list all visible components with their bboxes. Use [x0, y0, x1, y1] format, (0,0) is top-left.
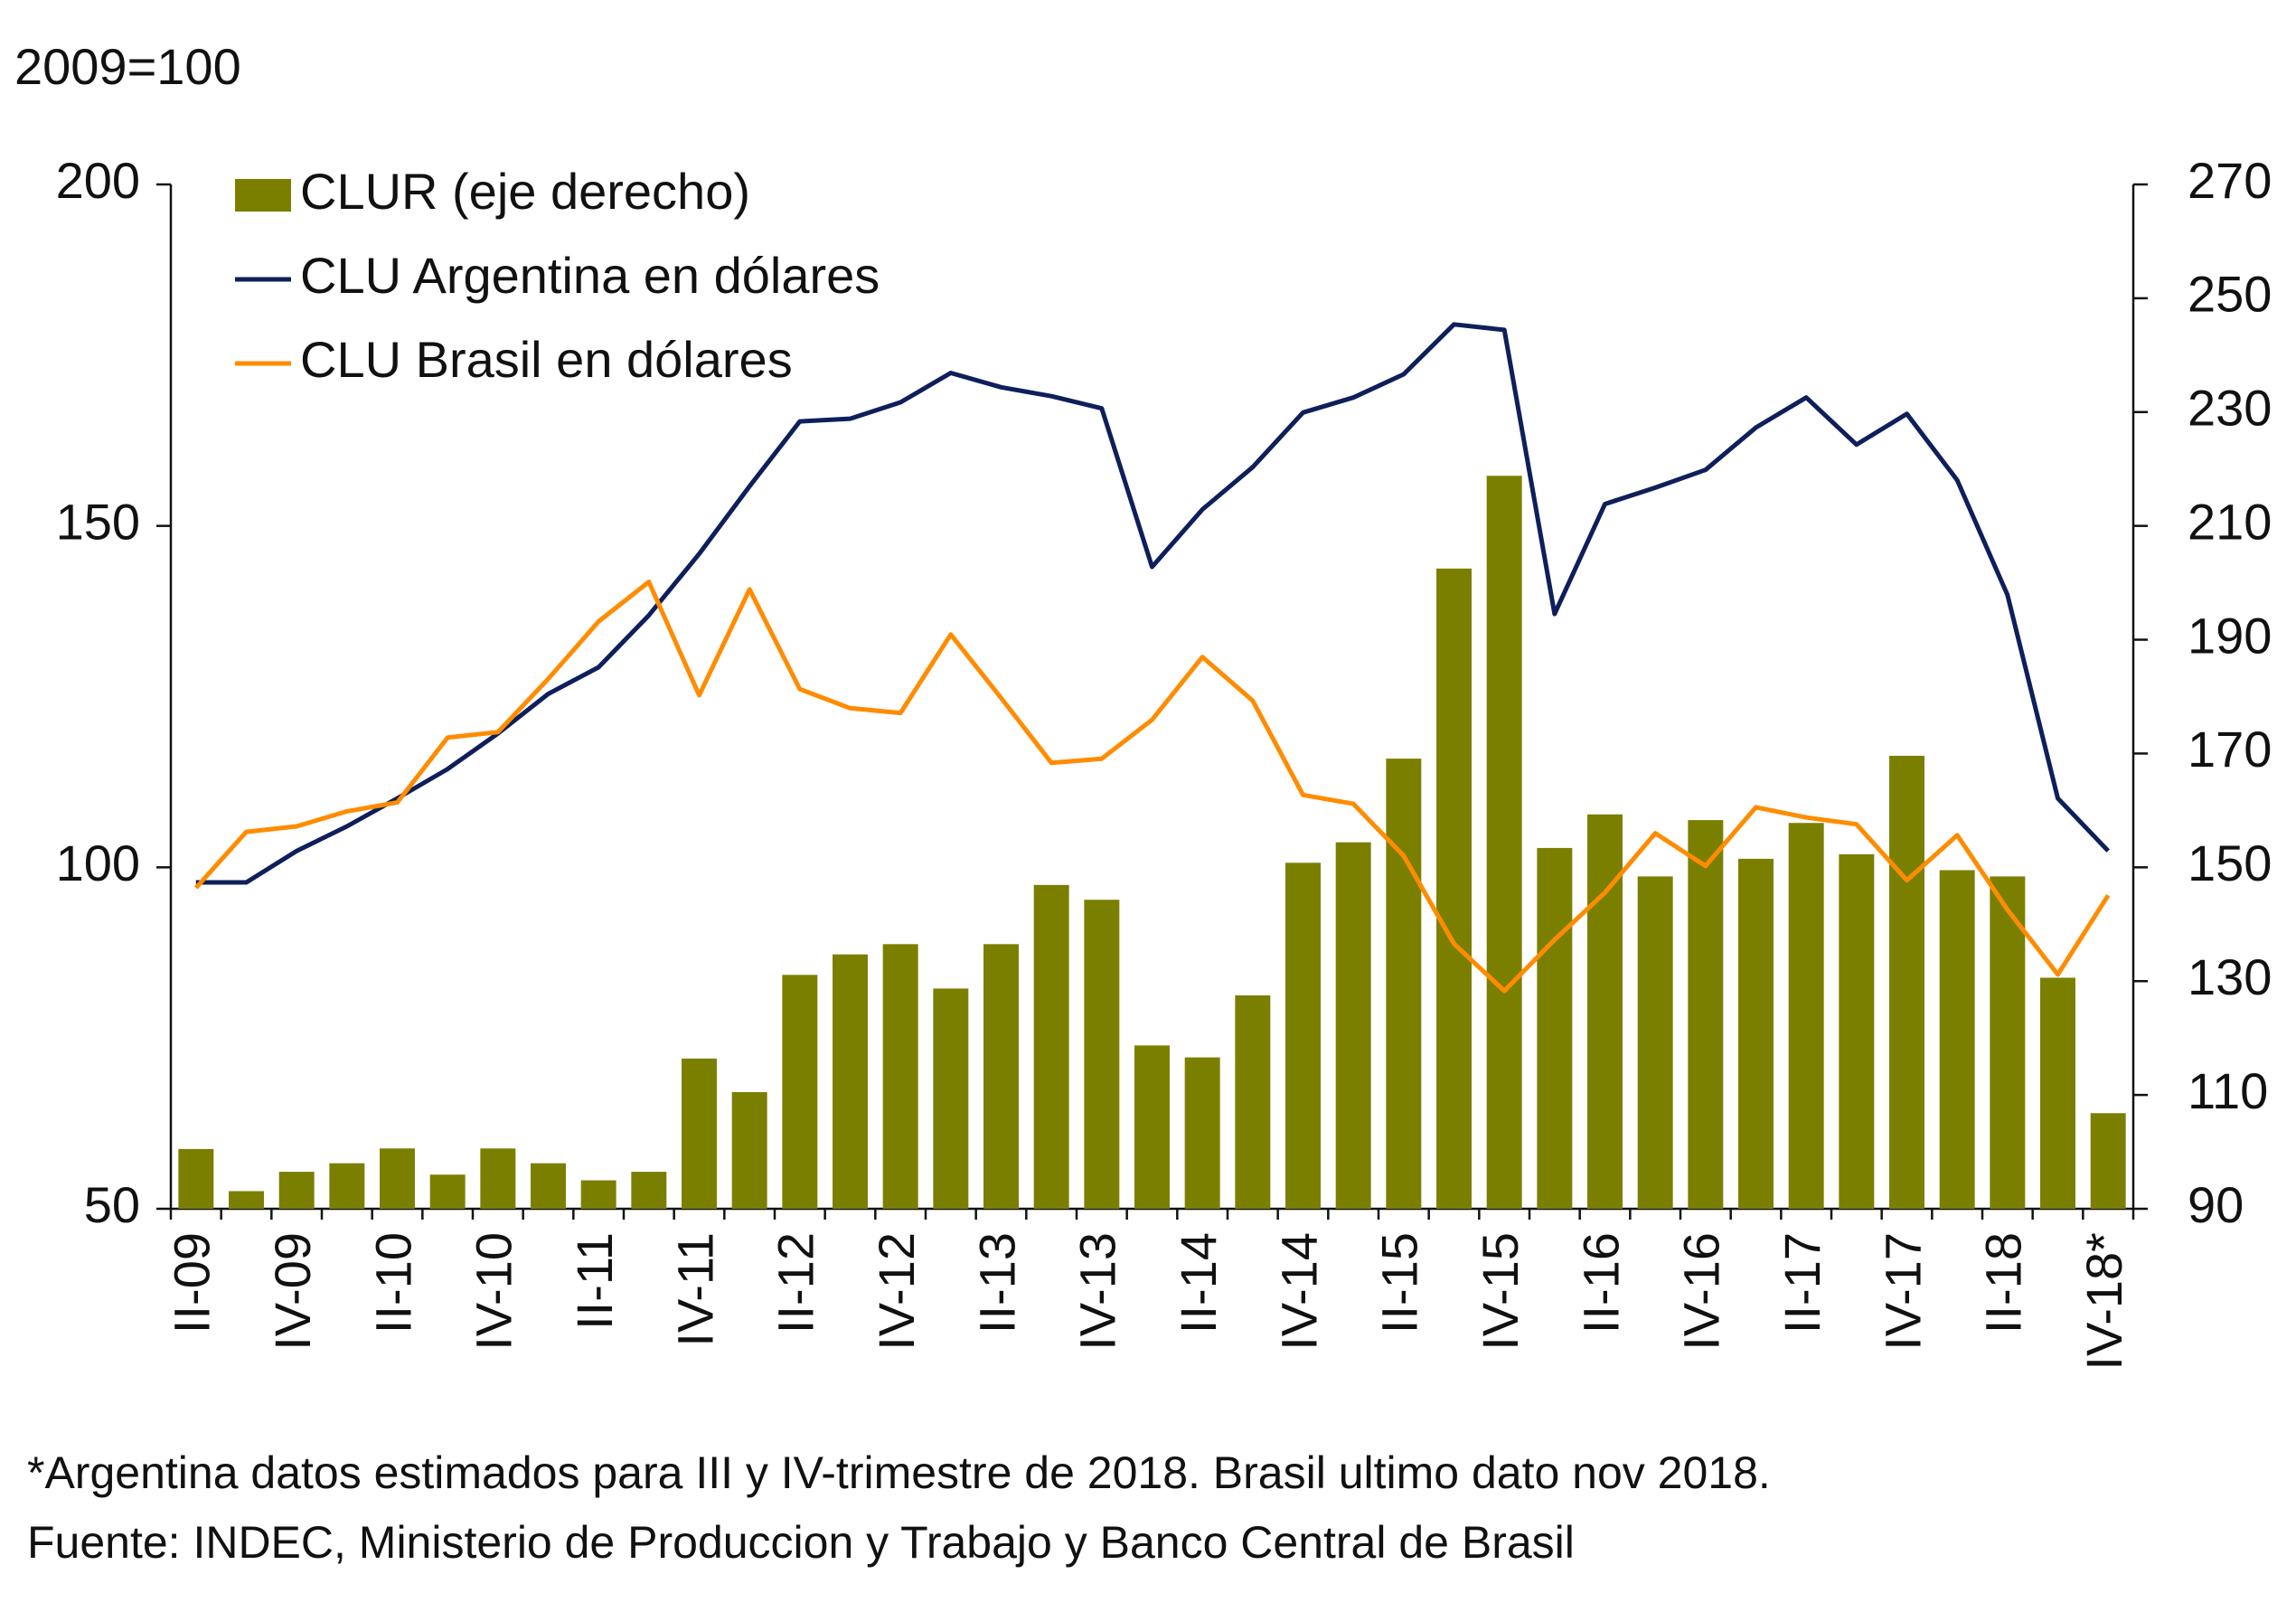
bar — [580, 1180, 616, 1209]
y-tick-label: 200 — [56, 152, 140, 209]
y2-tick-label: 130 — [2188, 948, 2272, 1005]
x-tick-label: II-15 — [1371, 1232, 1428, 1334]
y-unit: 2009=100 — [14, 38, 241, 95]
bar — [1788, 823, 1824, 1209]
y2-tick-label: 170 — [2188, 721, 2272, 778]
bar — [1285, 863, 1321, 1209]
x-tick-label: II-12 — [767, 1232, 824, 1334]
x-tick-label: IV-10 — [466, 1232, 522, 1351]
bar — [1587, 814, 1623, 1209]
bar — [782, 975, 818, 1209]
y2-tick-label: 110 — [2188, 1062, 2268, 1119]
x-tick-label: IV-18* — [2075, 1232, 2132, 1371]
bar — [1436, 568, 1472, 1209]
y-tick-label: 50 — [84, 1176, 140, 1233]
bar — [329, 1163, 365, 1209]
bar — [1889, 755, 1924, 1209]
bar — [833, 954, 868, 1209]
bar — [731, 1091, 767, 1209]
bar — [1235, 995, 1271, 1209]
x-tick-label: II-14 — [1170, 1232, 1227, 1334]
x-tick-label: II-16 — [1572, 1232, 1629, 1334]
bar — [882, 944, 918, 1209]
y2-tick-label: 250 — [2188, 266, 2272, 323]
x-tick-label: IV-12 — [868, 1232, 925, 1351]
legend-label: CLUR (eje derecho) — [300, 163, 750, 220]
bar — [2090, 1113, 2126, 1209]
x-tick-label: IV-11 — [666, 1232, 723, 1347]
bar — [1738, 858, 1774, 1209]
bar — [1033, 884, 1069, 1209]
x-tick-label: II-18 — [1975, 1232, 2032, 1334]
x-tick-label: IV-14 — [1270, 1232, 1327, 1351]
y2-tick-label: 190 — [2188, 607, 2272, 664]
y2-tick-label: 270 — [2188, 152, 2272, 209]
bar — [229, 1191, 264, 1209]
bar — [429, 1174, 466, 1209]
bar — [1335, 842, 1371, 1209]
bar — [1688, 820, 1724, 1209]
y-tick-label: 100 — [56, 834, 140, 891]
bar — [682, 1058, 717, 1209]
bar — [480, 1148, 516, 1209]
x-tick-label: II-09 — [164, 1232, 221, 1334]
bar — [1184, 1057, 1220, 1209]
x-tick-label: II-10 — [364, 1232, 421, 1334]
bar — [1486, 476, 1522, 1209]
bar — [1386, 759, 1422, 1209]
bar — [1939, 870, 1975, 1209]
bar — [1537, 847, 1573, 1209]
line — [193, 580, 2111, 994]
bar — [631, 1172, 667, 1209]
note: *Argentina datos estimados para III y IV… — [27, 1447, 1771, 1498]
y2-tick-label: 90 — [2188, 1176, 2244, 1233]
bar — [1084, 900, 1120, 1209]
y2-tick-label: 210 — [2188, 493, 2272, 550]
x-tick-label: IV-17 — [1874, 1232, 1931, 1351]
bar — [1839, 853, 1875, 1209]
y2-tick-label: 230 — [2188, 380, 2272, 437]
y-tick-label: 150 — [56, 493, 140, 550]
legend-swatch — [235, 179, 291, 212]
x-tick-label: IV-13 — [1069, 1232, 1126, 1351]
bar — [531, 1163, 566, 1209]
legend-label: CLU Argentina en dólares — [300, 247, 880, 304]
line — [195, 322, 2111, 885]
bar — [983, 944, 1019, 1209]
x-tick-label: II-11 — [566, 1232, 623, 1330]
legend-label: CLU Brasil en dólares — [300, 331, 793, 388]
bar — [933, 988, 969, 1209]
bar — [2040, 977, 2075, 1209]
x-tick-label: IV-15 — [1472, 1232, 1529, 1351]
x-tick-label: IV-09 — [264, 1232, 321, 1351]
y2-tick-label: 150 — [2188, 834, 2272, 891]
bar — [1134, 1045, 1170, 1209]
bar — [178, 1148, 214, 1209]
bar — [1637, 876, 1673, 1209]
x-tick-label: IV-16 — [1673, 1232, 1730, 1351]
bar — [380, 1148, 415, 1209]
note: Fuente: INDEC, Ministerio de Produccion … — [27, 1517, 1575, 1568]
bar — [278, 1172, 315, 1209]
bar — [1990, 876, 2026, 1209]
x-tick-label: II-17 — [1774, 1232, 1830, 1334]
x-tick-label: II-13 — [968, 1232, 1025, 1334]
